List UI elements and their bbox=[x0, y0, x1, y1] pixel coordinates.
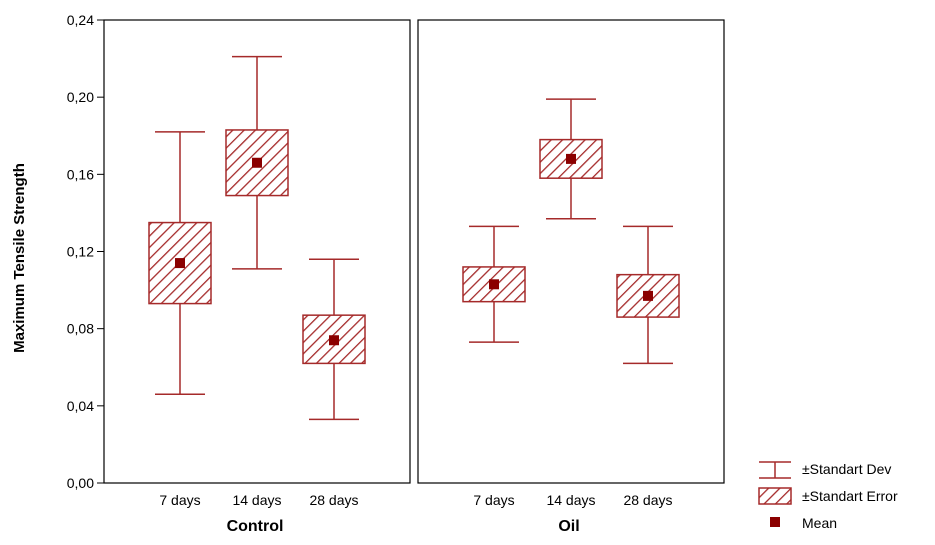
mean-marker-panel-0-group-2 bbox=[329, 335, 339, 346]
panel-title-control: Control bbox=[227, 518, 284, 535]
x-tick-label: 14 days bbox=[546, 492, 595, 508]
x-tick-label: 7 days bbox=[159, 492, 200, 508]
y-axis-label: Maximum Tensile Strength bbox=[11, 163, 28, 353]
panel-frame-control bbox=[103, 19, 411, 484]
legend-entry-0: ±Standart Dev bbox=[802, 461, 891, 477]
y-tick-label: 0,08 bbox=[67, 321, 94, 337]
x-tick-label: 28 days bbox=[309, 492, 358, 508]
legend-mean-symbol bbox=[770, 517, 780, 527]
mean-marker-panel-1-group-1 bbox=[566, 153, 576, 164]
x-tick-label: 14 days bbox=[232, 492, 281, 508]
mean-marker-panel-0-group-1 bbox=[252, 157, 262, 168]
y-tick-label: 0,12 bbox=[67, 244, 94, 260]
y-tick-label: 0,16 bbox=[67, 166, 94, 182]
mean-marker-panel-1-group-0 bbox=[489, 279, 499, 290]
legend-entry-1: ±Standart Error bbox=[802, 488, 898, 504]
y-tick-label: 0,24 bbox=[67, 12, 94, 28]
y-tick-label: 0,20 bbox=[67, 89, 94, 105]
legend-se-symbol bbox=[758, 487, 792, 505]
panel-frame-oil bbox=[417, 19, 725, 484]
y-tick-label: 0,04 bbox=[67, 398, 94, 414]
legend-entry-2: Mean bbox=[802, 515, 837, 531]
x-tick-label: 7 days bbox=[473, 492, 514, 508]
legend: ±Standart Dev ±Standart Error Mean bbox=[758, 461, 898, 531]
mean-marker-panel-0-group-0 bbox=[175, 258, 185, 269]
y-tick-label: 0,00 bbox=[67, 475, 94, 491]
x-tick-label: 28 days bbox=[623, 492, 672, 508]
mean-marker-panel-1-group-2 bbox=[643, 290, 653, 301]
panel-title-oil: Oil bbox=[558, 518, 579, 535]
